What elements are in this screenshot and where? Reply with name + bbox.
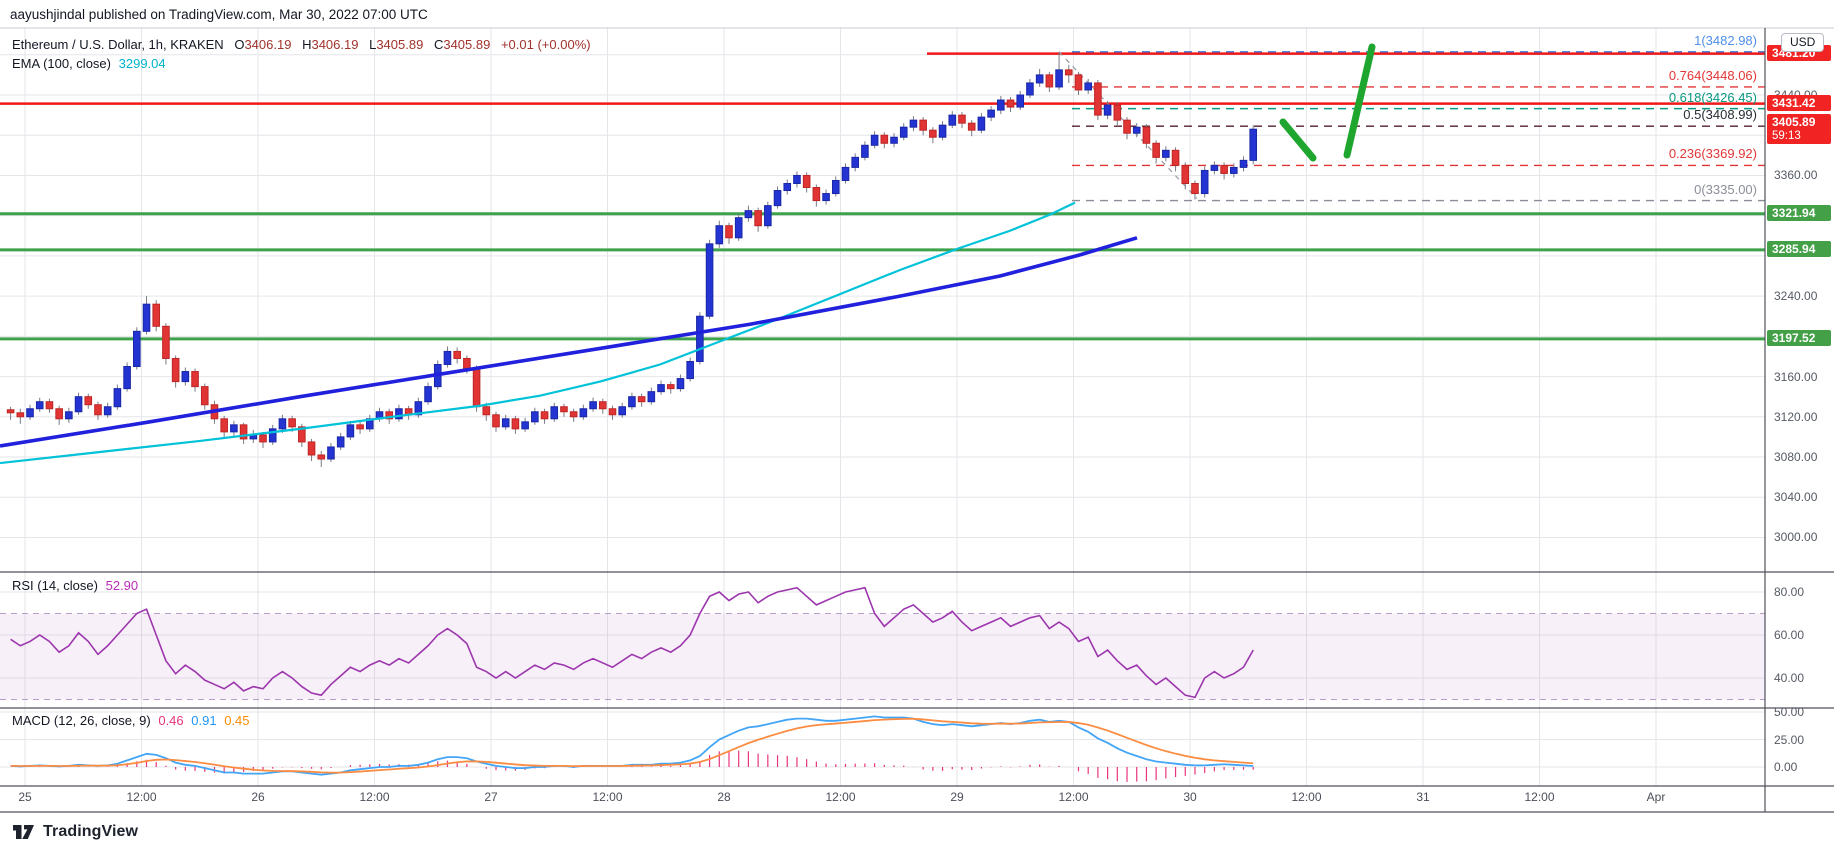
high-value: 3406.19 [311, 37, 359, 52]
fib-level-label: 1(3482.98) [1694, 32, 1757, 48]
rsi-legend[interactable]: RSI (14, close) 52.90 [12, 578, 138, 593]
tradingview-logo-icon[interactable] [12, 820, 36, 844]
rsi-value: 52.90 [105, 578, 139, 593]
macd-label: MACD (12, 26, close, 9) [12, 713, 151, 728]
time-axis-label: 29 [950, 790, 964, 804]
macd-line-value: 0.91 [191, 713, 217, 728]
time-axis-label: 25 [18, 790, 32, 804]
time-axis-label: 12:00 [1291, 790, 1322, 804]
attribution-line: aayushjindal published on TradingView.co… [10, 7, 428, 22]
ema-cyan-line [0, 201, 1076, 465]
macd-axis-label: 0.00 [1774, 760, 1798, 774]
price-axis-label: 3160.00 [1774, 369, 1818, 384]
grid-layer [0, 28, 1765, 786]
countdown-timer: 59:13 [1772, 130, 1801, 143]
time-axis-label: 12:00 [825, 790, 856, 804]
price-axis-label: 3360.00 [1774, 168, 1818, 183]
symbol-title: Ethereum / U.S. Dollar, 1h, KRAKEN [12, 37, 224, 52]
fib-retracement-lines [1058, 51, 1765, 202]
candles-layer [6, 51, 1258, 468]
price-axis-badge: 3405.89 59:13 [1767, 114, 1831, 145]
price-axis-badge: 3431.42 [1767, 95, 1831, 112]
macd-axis-label: 50.00 [1774, 705, 1805, 719]
rsi-axis-label: 40.00 [1774, 671, 1805, 685]
rsi-axis-label: 60.00 [1774, 628, 1805, 642]
low-label: L [369, 37, 377, 52]
low-value: 3405.89 [376, 37, 424, 52]
symbol-legend[interactable]: Ethereum / U.S. Dollar, 1h, KRAKEN O3406… [12, 37, 591, 52]
macd-legend[interactable]: MACD (12, 26, close, 9) 0.46 0.91 0.45 [12, 713, 250, 728]
macd-signal-value: 0.45 [224, 713, 250, 728]
high-label: H [302, 37, 312, 52]
currency-toggle-usd[interactable]: USD [1781, 33, 1825, 52]
time-axis-label: 30 [1183, 790, 1197, 804]
time-axis-label: 12:00 [592, 790, 623, 804]
rsi-band [0, 613, 1765, 700]
macd-hist-value: 0.46 [158, 713, 184, 728]
time-axis-label: 31 [1416, 790, 1430, 804]
time-axis-label: 27 [484, 790, 498, 804]
support-resistance-lines [0, 52, 1765, 341]
close-label: C [433, 37, 444, 52]
price-axis-label: 3040.00 [1774, 490, 1818, 505]
rsi-line [10, 586, 1254, 699]
price-axis-badge: 3197.52 [1767, 330, 1831, 347]
macd-axis-label: 25.00 [1774, 732, 1805, 747]
open-value: 3406.19 [244, 37, 292, 52]
time-axis-label: Apr [1646, 790, 1666, 804]
price-axis-label: 3120.00 [1774, 409, 1818, 424]
rsi-label: RSI (14, close) [12, 578, 98, 593]
close-value: 3405.89 [443, 37, 491, 52]
macd-line [10, 715, 1254, 776]
time-axis-label: 12:00 [1524, 790, 1555, 804]
price-axis-label: 3080.00 [1774, 450, 1818, 465]
price-axis-badge: 3321.94 [1767, 205, 1831, 222]
time-axis-label: 12:00 [359, 790, 390, 804]
ema-label: EMA (100, close) [12, 56, 111, 71]
time-axis-label: 26 [251, 790, 265, 804]
tradingview-brand-text: TradingView [43, 823, 139, 840]
time-axis-label: 12:00 [126, 790, 157, 804]
open-label: O [234, 37, 245, 52]
price-axis-label: 3000.00 [1774, 530, 1818, 545]
ma-blue-line [0, 236, 1138, 448]
rsi-axis-label: 80.00 [1774, 585, 1805, 599]
change-value: +0.01 (+0.00%) [500, 37, 591, 52]
fib-level-label: 0(3335.00) [1694, 181, 1757, 197]
time-axis-label: 28 [717, 790, 731, 804]
ema-value: 3299.04 [118, 56, 166, 71]
ema-legend[interactable]: EMA (100, close) 3299.04 [12, 56, 166, 71]
time-axis-label: 12:00 [1058, 790, 1089, 804]
macd-signal-line [10, 717, 1254, 774]
projection-arrow [1279, 43, 1376, 162]
price-axis-badge: 3285.94 [1767, 241, 1831, 258]
fib-level-label: 0.764(3448.06) [1668, 67, 1757, 83]
fib-level-label: 0.236(3369.92) [1668, 146, 1757, 162]
price-axis-label: 3240.00 [1774, 289, 1818, 304]
footer: TradingView [12, 819, 138, 845]
fib-level-label: 0.618(3426.45) [1668, 89, 1757, 105]
fib-level-label: 0.5(3408.99) [1683, 107, 1757, 123]
pane-separators [0, 27, 1834, 813]
